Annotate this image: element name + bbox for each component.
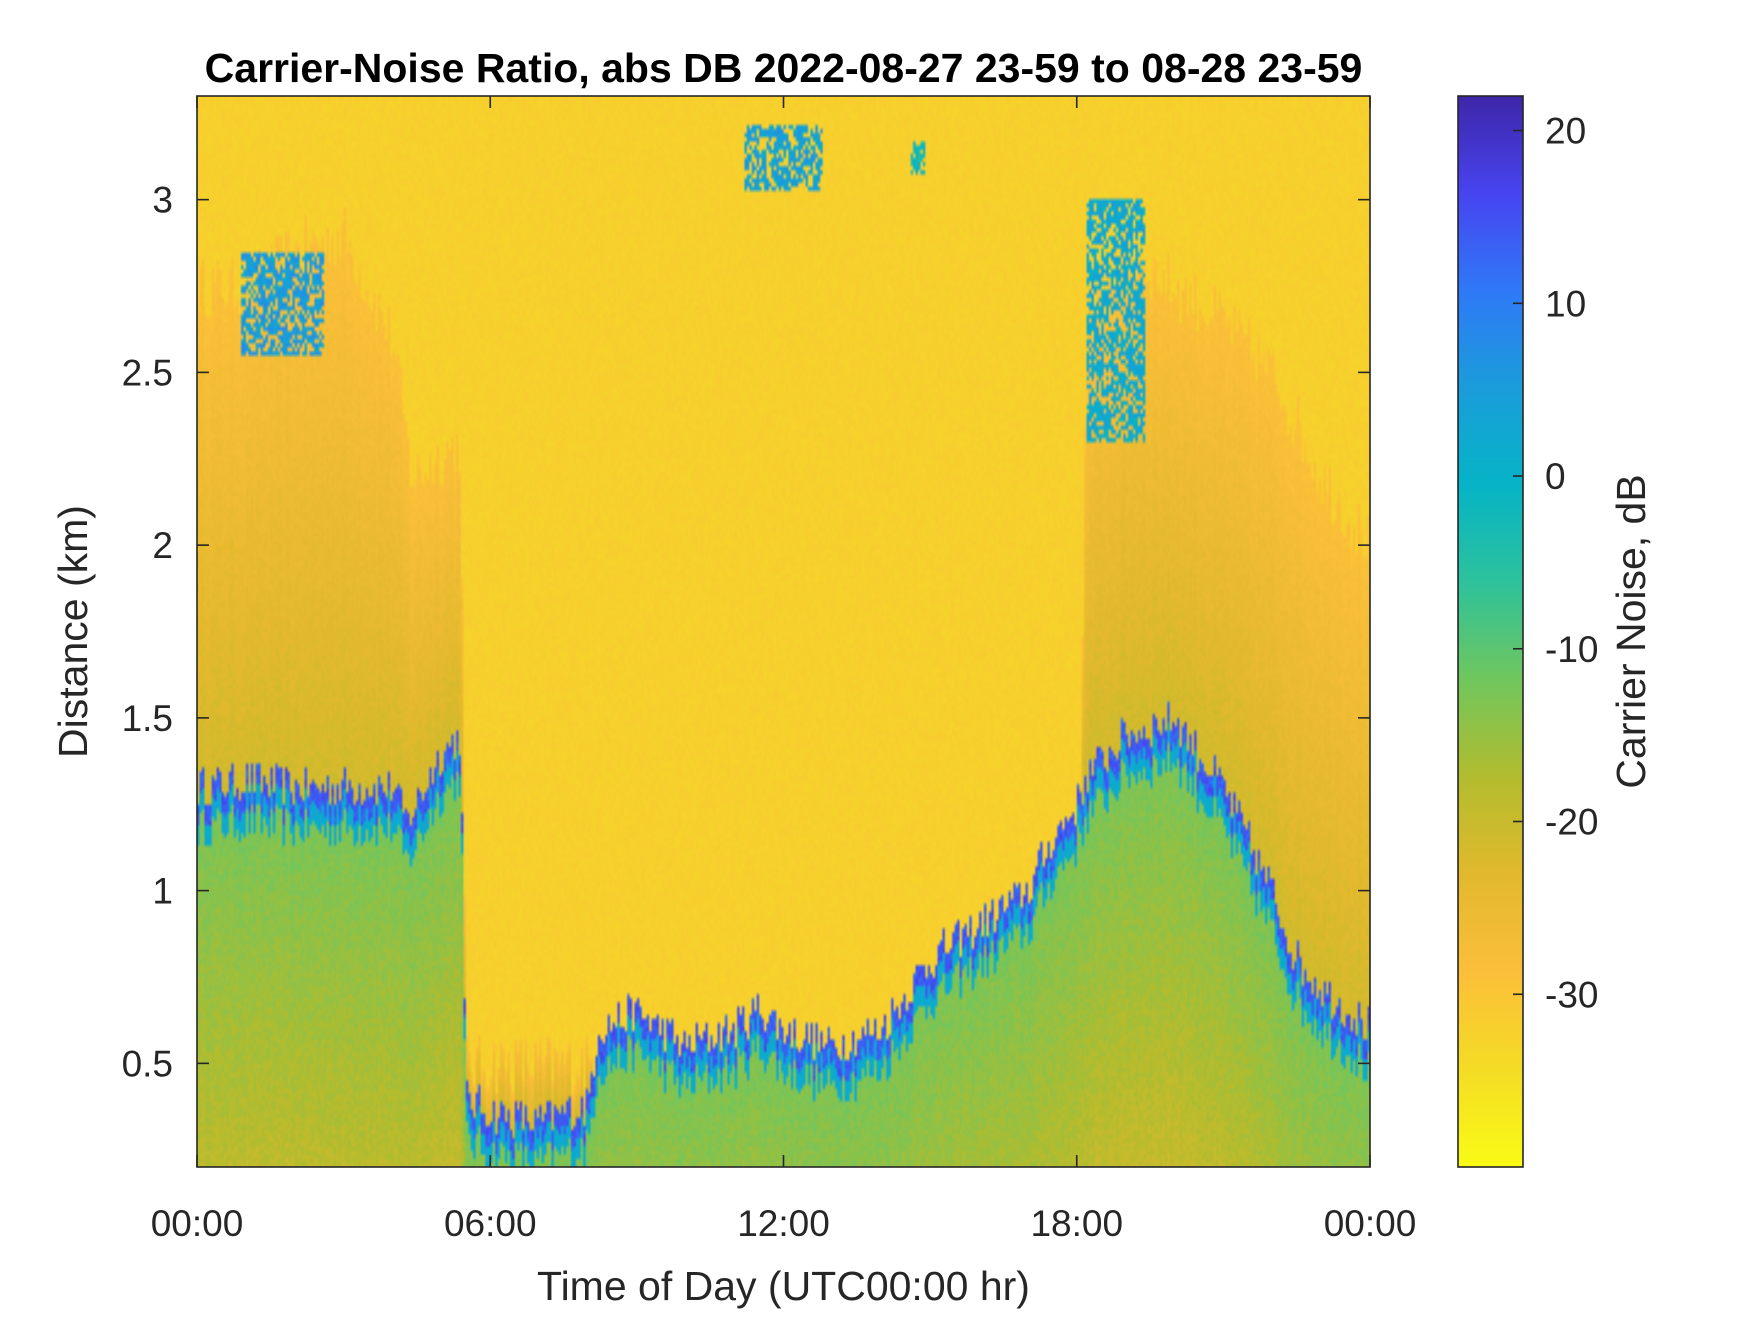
y-tick-label: 1 [152,871,173,912]
colorbar-axis: 20 10 0 -10 -20 -30 [1513,111,1598,1015]
x-axis: 00:00 06:00 12:00 18:00 00:00 [151,96,1417,1244]
colorbar-tick-label: 0 [1545,456,1566,497]
colorbar-tick-label: -10 [1545,629,1598,670]
colorbar-tick-label: -20 [1545,802,1598,843]
y-tick-label: 2.5 [122,352,173,393]
colorbar [1457,95,1524,1168]
x-tick-label: 00:00 [1324,1203,1417,1244]
chart-title: Carrier-Noise Ratio, abs DB 2022-08-27 2… [205,45,1363,91]
x-tick-label: 12:00 [737,1203,830,1244]
plot-area [197,96,1370,1167]
x-tick-label: 00:00 [151,1203,244,1244]
y-tick-label: 1.5 [122,698,173,739]
y-tick-label: 3 [152,180,173,221]
heatmap-image [197,96,1370,1167]
x-tick-label: 18:00 [1030,1203,1123,1244]
colorbar-tick-label: 20 [1545,111,1586,152]
colorbar-tick-label: -30 [1545,974,1598,1015]
y-tick-label: 0.5 [122,1043,173,1084]
x-tick-label: 06:00 [444,1203,537,1244]
y-axis: 0.5 1 1.5 2 2.5 3 [122,180,1370,1084]
colorbar-tick-label: 10 [1545,283,1586,324]
x-axis-label: Time of Day (UTC00:00 hr) [537,1263,1030,1309]
colorbar-label: Carrier Noise, dB [1608,474,1654,788]
y-tick-label: 2 [152,525,173,566]
y-axis-label: Distance (km) [50,505,96,758]
